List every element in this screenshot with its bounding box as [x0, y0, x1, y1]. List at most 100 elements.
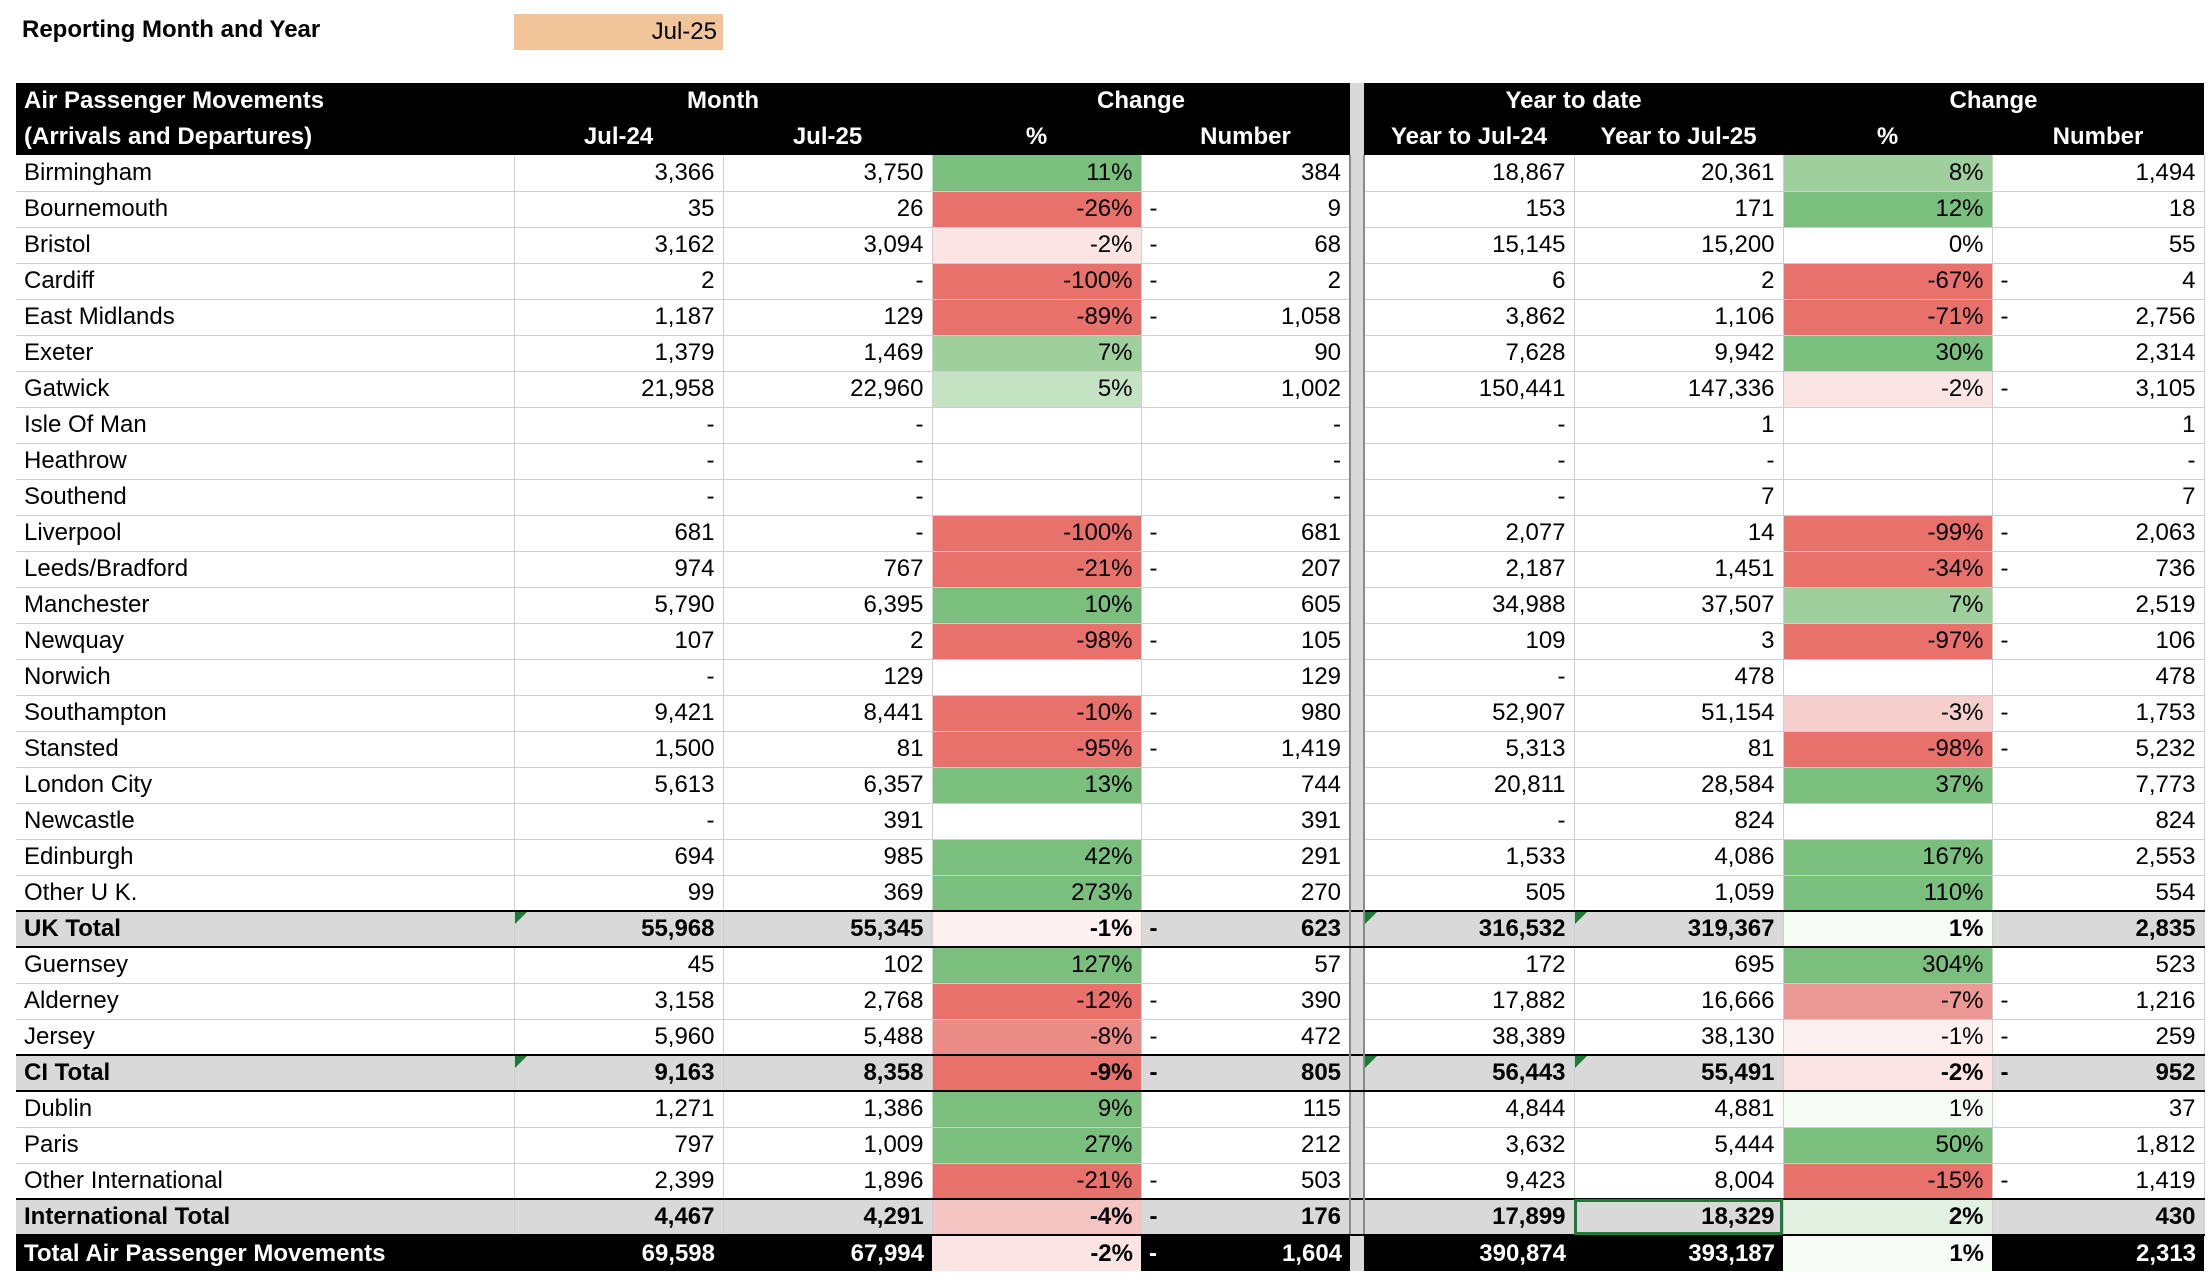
month-change-number-cell[interactable]: 212 — [1141, 1127, 1351, 1164]
month-change-pct-cell[interactable]: 273% — [932, 875, 1142, 912]
month-jul24-cell[interactable]: 45 — [514, 947, 724, 984]
ytd-change-number-cell[interactable]: 7,773 — [1992, 767, 2205, 804]
ytd-change-number-cell[interactable]: - 5,232 — [1992, 731, 2205, 768]
ytd-jul24-cell[interactable]: 38,389 — [1364, 1019, 1575, 1056]
ytd-change-number-cell[interactable]: 1,494 — [1992, 155, 2205, 192]
month-change-pct-cell[interactable]: -89% — [932, 299, 1142, 336]
month-change-number-cell[interactable]: - 1,419 — [1141, 731, 1351, 768]
month-change-pct-cell[interactable]: 127% — [932, 947, 1142, 984]
month-change-pct-cell[interactable]: 10% — [932, 587, 1142, 624]
month-jul24-cell[interactable]: 35 — [514, 191, 724, 228]
month-jul25-cell[interactable]: 81 — [723, 731, 933, 768]
ytd-jul24-cell[interactable]: 505 — [1364, 875, 1575, 912]
reporting-month-cell[interactable]: Jul-25 — [514, 14, 723, 50]
month-change-pct-cell[interactable]: -21% — [932, 551, 1142, 588]
ytd-jul24-cell[interactable]: - — [1364, 407, 1575, 444]
month-change-number-cell[interactable]: - — [1141, 443, 1351, 480]
month-jul25-cell[interactable]: 26 — [723, 191, 933, 228]
month-jul24-cell[interactable]: 55,968 — [514, 910, 724, 948]
ytd-change-number-cell[interactable]: - 1,753 — [1992, 695, 2205, 732]
month-jul24-cell[interactable]: 797 — [514, 1127, 724, 1164]
month-change-number-cell[interactable]: 90 — [1141, 335, 1351, 372]
ytd-jul25-cell[interactable]: 8,004 — [1574, 1163, 1784, 1200]
airport-name-cell[interactable]: Leeds/Bradford — [16, 551, 515, 588]
month-jul25-cell[interactable]: - — [723, 443, 933, 480]
month-jul24-cell[interactable]: 974 — [514, 551, 724, 588]
ytd-jul25-cell[interactable]: 393,187 — [1574, 1235, 1784, 1271]
ytd-jul25-cell[interactable]: 147,336 — [1574, 371, 1784, 408]
month-change-number-cell[interactable]: - — [1141, 407, 1351, 444]
ytd-change-pct-cell[interactable]: -34% — [1783, 551, 1993, 588]
month-change-number-cell[interactable]: 384 — [1141, 155, 1351, 192]
ytd-change-number-cell[interactable]: 430 — [1992, 1198, 2205, 1236]
month-jul24-cell[interactable]: 1,187 — [514, 299, 724, 336]
ytd-change-pct-cell[interactable]: 7% — [1783, 587, 1993, 624]
month-change-number-cell[interactable]: -2 — [1141, 263, 1351, 300]
ytd-jul25-cell[interactable]: 319,367 — [1574, 910, 1784, 948]
month-jul25-cell[interactable]: 2 — [723, 623, 933, 660]
ytd-jul25-cell[interactable]: 5,444 — [1574, 1127, 1784, 1164]
month-jul25-cell[interactable]: 129 — [723, 659, 933, 696]
ytd-jul24-cell[interactable]: 7,628 — [1364, 335, 1575, 372]
ytd-change-pct-cell[interactable]: -97% — [1783, 623, 1993, 660]
ytd-change-pct-cell[interactable]: 1% — [1783, 910, 1993, 948]
ytd-change-pct-cell[interactable]: 37% — [1783, 767, 1993, 804]
ytd-change-number-cell[interactable]: 1,812 — [1992, 1127, 2205, 1164]
month-change-pct-cell[interactable]: -2% — [932, 227, 1142, 264]
ytd-change-pct-cell[interactable]: 167% — [1783, 839, 1993, 876]
airport-name-cell[interactable]: London City — [16, 767, 515, 804]
ytd-change-pct-cell[interactable]: 8% — [1783, 155, 1993, 192]
month-change-number-cell[interactable]: 391 — [1141, 803, 1351, 840]
month-jul25-cell[interactable]: 2,768 — [723, 983, 933, 1020]
month-jul24-cell[interactable]: 9,163 — [514, 1054, 724, 1092]
month-jul25-cell[interactable]: - — [723, 407, 933, 444]
month-jul24-cell[interactable]: 107 — [514, 623, 724, 660]
ytd-jul25-cell[interactable]: 38,130 — [1574, 1019, 1784, 1056]
month-change-number-cell[interactable]: 605 — [1141, 587, 1351, 624]
month-jul25-cell[interactable]: 8,441 — [723, 695, 933, 732]
month-jul25-cell[interactable]: 1,386 — [723, 1091, 933, 1128]
month-change-pct-cell[interactable]: -12% — [932, 983, 1142, 1020]
airport-name-cell[interactable]: Newcastle — [16, 803, 515, 840]
airport-name-cell[interactable]: Edinburgh — [16, 839, 515, 876]
ytd-change-pct-cell[interactable] — [1783, 407, 1993, 444]
month-change-pct-cell[interactable]: -100% — [932, 263, 1142, 300]
ytd-jul25-cell[interactable]: 16,666 — [1574, 983, 1784, 1020]
month-jul24-cell[interactable]: 694 — [514, 839, 724, 876]
ytd-jul24-cell[interactable]: - — [1364, 659, 1575, 696]
month-change-number-cell[interactable]: 57 — [1141, 947, 1351, 984]
ytd-jul24-cell[interactable]: 17,899 — [1364, 1198, 1575, 1236]
month-change-number-cell[interactable]: - 68 — [1141, 227, 1351, 264]
airport-name-cell[interactable]: East Midlands — [16, 299, 515, 336]
ytd-change-number-cell[interactable]: - 2,756 — [1992, 299, 2205, 336]
ytd-change-pct-cell[interactable]: -2% — [1783, 1054, 1993, 1092]
ytd-jul25-cell[interactable]: 55,491 — [1574, 1054, 1784, 1092]
ytd-change-pct-cell[interactable]: -1% — [1783, 1019, 1993, 1056]
ytd-change-pct-cell[interactable]: 2% — [1783, 1198, 1993, 1236]
ytd-change-pct-cell[interactable]: 50% — [1783, 1127, 1993, 1164]
ytd-jul24-cell[interactable]: 5,313 — [1364, 731, 1575, 768]
month-jul25-cell[interactable]: 8,358 — [723, 1054, 933, 1092]
airport-name-cell[interactable]: International Total — [16, 1198, 515, 1236]
month-change-pct-cell[interactable]: 11% — [932, 155, 1142, 192]
ytd-change-pct-cell[interactable]: -67% — [1783, 263, 1993, 300]
month-jul24-cell[interactable]: 3,162 — [514, 227, 724, 264]
ytd-change-pct-cell[interactable]: -2% — [1783, 371, 1993, 408]
month-change-number-cell[interactable]: - — [1141, 479, 1351, 516]
ytd-jul25-cell[interactable]: 3 — [1574, 623, 1784, 660]
month-jul25-cell[interactable]: 369 — [723, 875, 933, 912]
month-change-number-cell[interactable]: -9 — [1141, 191, 1351, 228]
ytd-jul24-cell[interactable]: 9,423 — [1364, 1163, 1575, 1200]
month-change-pct-cell[interactable]: -8% — [932, 1019, 1142, 1056]
ytd-jul24-cell[interactable]: 2,077 — [1364, 515, 1575, 552]
ytd-jul24-cell[interactable]: 1,533 — [1364, 839, 1575, 876]
ytd-change-pct-cell[interactable]: -98% — [1783, 731, 1993, 768]
ytd-jul25-cell[interactable]: 2 — [1574, 263, 1784, 300]
month-jul25-cell[interactable]: - — [723, 515, 933, 552]
ytd-change-pct-cell[interactable]: -15% — [1783, 1163, 1993, 1200]
month-change-number-cell[interactable]: - 503 — [1141, 1163, 1351, 1200]
month-change-pct-cell[interactable]: -1% — [932, 910, 1142, 948]
ytd-jul25-cell[interactable]: 14 — [1574, 515, 1784, 552]
ytd-change-number-cell[interactable]: - 2,063 — [1992, 515, 2205, 552]
airport-name-cell[interactable]: Manchester — [16, 587, 515, 624]
